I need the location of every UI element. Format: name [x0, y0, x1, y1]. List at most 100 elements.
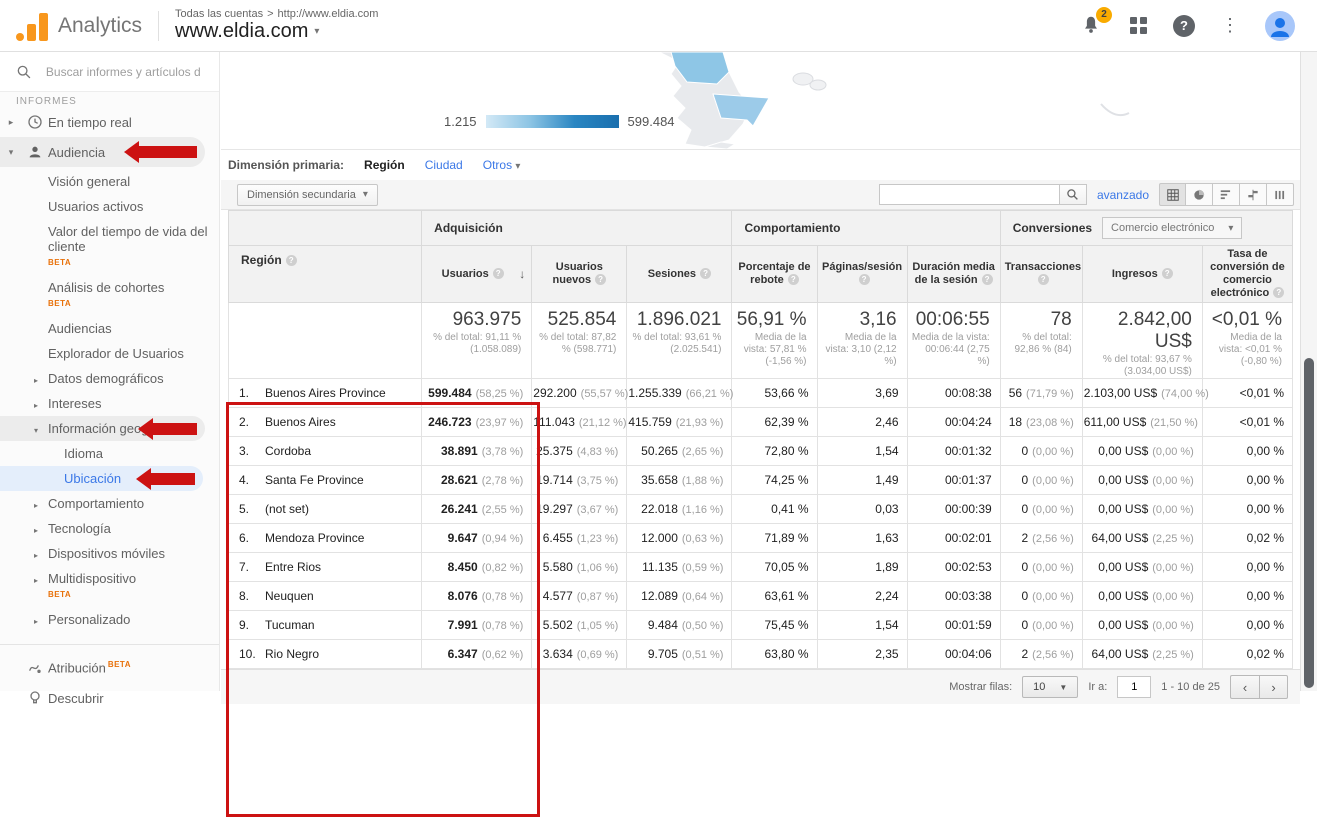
metric-cell: 64,00 US$ (2,25 %) — [1081, 639, 1203, 669]
search-input[interactable] — [43, 63, 203, 80]
column-header-duracion-media[interactable]: Duración media de la sesión? — [906, 245, 1001, 303]
column-header-usuarios-nuevos[interactable]: Usuarios nuevos? — [531, 245, 628, 303]
metric-cell: 22.018 (1,16 %) — [626, 494, 733, 524]
region-cell[interactable]: 1. Buenos Aires Province — [227, 378, 423, 408]
view-pivot-button[interactable] — [1267, 183, 1294, 206]
rows-per-page-select[interactable]: 10 ▼ — [1022, 676, 1079, 698]
column-header-region[interactable]: Región? — [227, 245, 423, 303]
dimension-tab-otros[interactable]: Otros ▾ — [482, 158, 521, 172]
notification-badge: 2 — [1096, 6, 1112, 23]
dimension-tab-region[interactable]: Región — [364, 158, 405, 172]
help-icon[interactable]: ? — [1173, 14, 1195, 37]
column-header-ingresos[interactable]: Ingresos? — [1081, 245, 1203, 303]
sidebar-item-tecnologia[interactable]: ▸ Tecnología — [34, 521, 111, 536]
sidebar-item-informacion-geografica[interactable]: ▾ Información geográfica — [0, 416, 205, 441]
region-cell[interactable]: 5. (not set) — [227, 494, 423, 524]
help-bubble-icon: ? — [981, 274, 993, 285]
sidebar-item-datos-demograficos[interactable]: ▸ Datos demográficos — [34, 371, 164, 386]
metric-cell: 00:03:38 — [906, 581, 1001, 611]
advanced-filter-link[interactable]: avanzado — [1096, 187, 1149, 202]
column-header-paginas-sesion[interactable]: Páginas/sesión? — [816, 245, 908, 303]
next-page-button[interactable]: › — [1259, 675, 1288, 699]
sidebar-item-comportamiento[interactable]: ▸ Comportamiento — [34, 496, 145, 511]
help-bubble-icon: ? — [787, 274, 799, 285]
metric-cell: 611,00 US$ (21,50 %) — [1081, 407, 1203, 437]
scrollbar-thumb[interactable] — [1304, 358, 1314, 688]
column-header-transacciones[interactable]: Transacciones? — [999, 245, 1083, 303]
sidebar-item-audiencia[interactable]: ▾ Audiencia — [0, 137, 205, 167]
table-search-input[interactable] — [878, 184, 1059, 205]
sidebar-item-vision-general[interactable]: Visión general — [48, 174, 131, 189]
sidebar-item-audiencias[interactable]: Audiencias — [48, 321, 112, 336]
region-cell[interactable]: 8. Neuquen — [227, 581, 423, 611]
pagination-range: 1 - 10 de 25 — [1161, 681, 1220, 693]
help-bubble-icon: ? — [595, 274, 607, 285]
dimension-tab-ciudad[interactable]: Ciudad — [424, 158, 463, 172]
metric-cell: 63,61 % — [731, 581, 818, 611]
column-header-sesiones[interactable]: Sesiones? — [626, 245, 733, 303]
sidebar-item-explorador-usuarios[interactable]: Explorador de Usuarios — [48, 346, 184, 361]
column-header-usuarios[interactable]: Usuarios? ↓ — [421, 245, 533, 303]
metric-cell: 0,00 % — [1201, 610, 1294, 640]
region-cell[interactable]: 6. Mendoza Province — [227, 523, 423, 553]
summary-transacciones: 78% del total: 92,86 % (84) — [999, 302, 1083, 379]
region-cell[interactable]: 9. Tucuman — [227, 610, 423, 640]
app-name: Analytics — [58, 13, 143, 37]
report-table: Adquisición Comportamiento Conversiones … — [227, 210, 1294, 669]
sidebar-item-valor-tiempo-vida[interactable]: Valor del tiempo de vida del cliente BETA — [0, 219, 219, 275]
chevron-right-icon: ▸ — [34, 551, 39, 560]
sidebar-item-idioma[interactable]: Idioma — [64, 446, 104, 461]
sidebar-item-multidispositivo[interactable]: ▸ Multidispositivo BETA — [0, 566, 219, 607]
sidebar-item-analisis-cohortes[interactable]: Análisis de cohortes BETA — [0, 275, 219, 316]
sidebar-item-usuarios-activos[interactable]: Usuarios activos — [48, 199, 144, 214]
secondary-dimension-button[interactable]: Dimensión secundaria ▾ — [237, 183, 378, 206]
table-search-button[interactable] — [1058, 184, 1087, 205]
view-comparison-button[interactable] — [1240, 183, 1267, 206]
region-cell[interactable]: 4. Santa Fe Province — [227, 465, 423, 495]
sidebar-item-dispositivos-moviles[interactable]: ▸ Dispositivos móviles — [34, 546, 166, 561]
metric-cell: 11.135 (0,59 %) — [626, 552, 733, 582]
metric-cell: 0,00 % — [1201, 494, 1294, 524]
region-cell[interactable]: 2. Buenos Aires — [227, 407, 423, 437]
chevron-down-icon: ▾ — [34, 426, 39, 435]
view-performance-button[interactable] — [1213, 183, 1240, 206]
annotation-arrow-ubicacion — [136, 467, 195, 490]
metric-cell: 6.455 (1,23 %) — [531, 523, 628, 553]
prev-page-button[interactable]: ‹ — [1230, 675, 1259, 699]
more-menu-icon[interactable]: ⋮ — [1221, 15, 1239, 35]
view-table-button[interactable] — [1159, 183, 1186, 206]
attribution-icon — [22, 660, 48, 676]
view-percentage-button[interactable] — [1186, 183, 1213, 206]
sidebar-item-intereses[interactable]: ▸ Intereses — [34, 396, 102, 411]
summary-rebote: 56,91 % Media de la vista: 57,81 % (-1,56… — [731, 302, 818, 379]
sidebar-item-atribucion[interactable]: Atribución BETA — [0, 653, 219, 683]
table-view-icon — [1166, 188, 1179, 201]
region-cell[interactable]: 3. Cordoba — [227, 436, 423, 466]
avatar[interactable] — [1265, 10, 1295, 41]
notifications-button[interactable]: 2 — [1080, 6, 1112, 38]
sidebar-item-ubicacion[interactable]: Ubicación — [0, 466, 203, 491]
vertical-scrollbar[interactable] — [1300, 52, 1317, 691]
metric-cell: 2,46 — [816, 407, 908, 437]
metric-cell: 38.891 (3,78 %) — [421, 436, 533, 466]
metric-cell: 0,00 US$ (0,00 %) — [1081, 552, 1203, 582]
metric-cell: 0 (0,00 %) — [999, 465, 1083, 495]
metric-cell: 2.103,00 US$ (74,00 %) — [1081, 378, 1209, 408]
column-header-porcentaje-rebote[interactable]: Porcentaje de rebote? — [731, 245, 818, 303]
group-header-empty — [227, 210, 423, 246]
table-row: 10. Rio Negro 6.347 (0,62 %) 3.634 (0,69 %) 9.… — [227, 639, 1294, 669]
sidebar-item-personalizado[interactable]: ▸ Personalizado — [34, 612, 131, 627]
property-selector[interactable]: www.eldia.com ▾ — [175, 20, 378, 43]
sidebar-item-descubrir[interactable]: Descubrir — [0, 683, 219, 713]
region-cell[interactable]: 10. Rio Negro — [227, 639, 423, 669]
metric-cell: 53,66 % — [731, 378, 818, 408]
sidebar-search[interactable] — [0, 52, 219, 92]
sidebar-item-en-tiempo-real[interactable]: ▸ En tiempo real — [0, 107, 219, 137]
goto-page-input[interactable] — [1117, 676, 1152, 698]
beta-badge: BETA — [48, 258, 72, 267]
ecommerce-selector[interactable]: Comercio electrónico ▾ — [1102, 217, 1243, 239]
metric-cell: 415.759 (21,93 %) — [626, 407, 733, 437]
apps-grid-icon[interactable] — [1130, 17, 1147, 34]
region-cell[interactable]: 7. Entre Rios — [227, 552, 423, 582]
column-header-tasa-conversion[interactable]: Tasa de conversión de comercio electróni… — [1201, 245, 1294, 303]
